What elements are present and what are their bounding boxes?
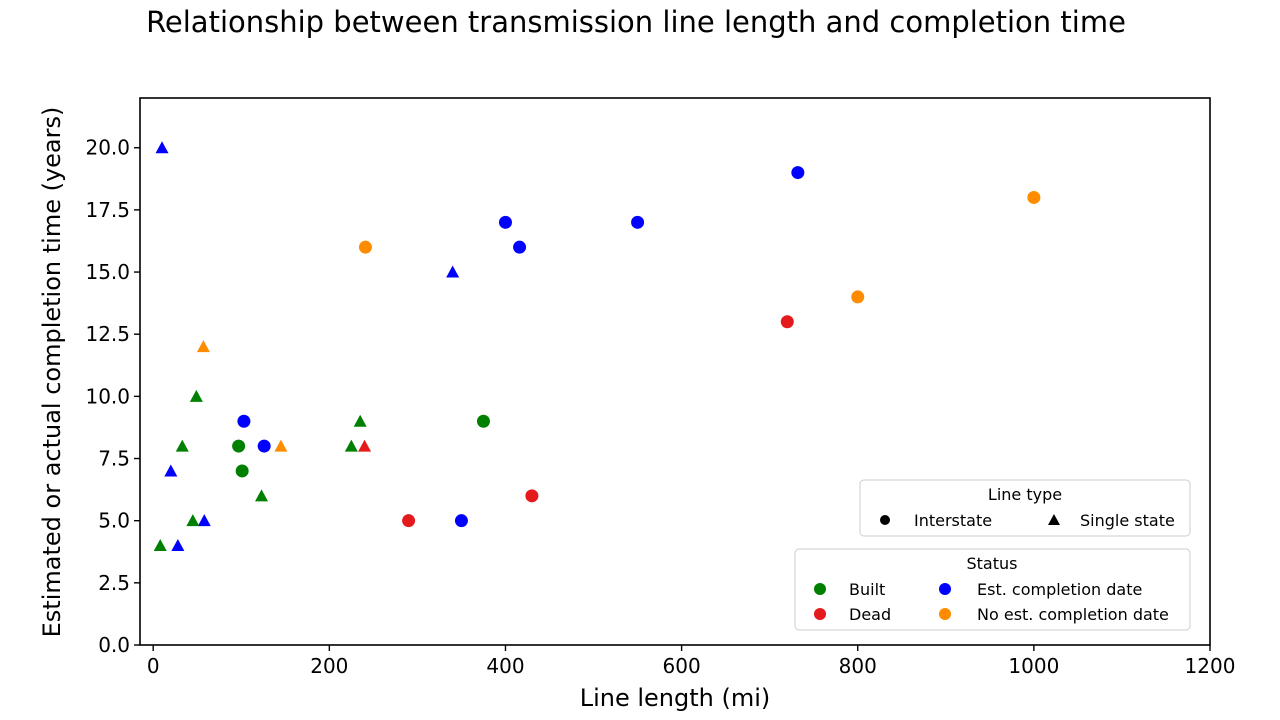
y-tick-label: 0.0 [98,633,130,657]
legend-dead-label: Dead [849,605,891,624]
data-point [476,414,490,428]
legend-single-state-marker [1048,514,1060,525]
data-point [196,340,210,353]
data-point [358,439,372,452]
data-point [197,514,211,527]
data-point [164,464,178,477]
data-point [232,439,246,453]
x-tick-label: 800 [839,654,877,678]
x-axis-label: Line length (mi) [580,684,771,712]
plot-frame [139,97,1211,646]
data-point [153,539,167,552]
data-point [446,265,460,278]
legend-interstate-label: Interstate [914,511,992,530]
data-point [353,414,367,427]
legend-interstate-marker [880,515,890,525]
data-point [186,514,200,527]
x-tick-label: 1200 [1185,654,1236,678]
x-tick-label: 600 [663,654,701,678]
data-point [525,489,539,503]
data-point [454,514,468,528]
legend-built-marker [814,583,826,595]
data-point [171,539,185,552]
x-tick-label: 1000 [1008,654,1059,678]
chart-title: Relationship between transmission line l… [146,5,1126,39]
x-tick-label: 0 [147,654,160,678]
data-point [274,439,288,452]
legend-est-completion-marker [939,583,951,595]
y-tick-label: 7.5 [98,447,130,471]
data-point [237,414,251,428]
data-point [255,489,269,502]
legend-line-type: Line type Interstate Single state [859,479,1191,537]
data-point [175,439,189,452]
data-point [780,315,794,329]
legend-single-state-label: Single state [1080,511,1175,530]
legend-line-type-box [859,479,1191,537]
y-tick-label: 5.0 [98,509,130,533]
data-point [344,439,358,452]
data-point [257,439,271,453]
data-point [1027,190,1041,204]
data-point [189,389,203,402]
y-tick-label: 20.0 [85,136,130,160]
data-point [155,141,169,154]
legend-est-completion-label: Est. completion date [977,580,1142,599]
data-point [851,290,865,304]
data-point [513,240,527,254]
y-tick-label: 2.5 [98,571,130,595]
y-tick-label: 12.5 [85,322,130,346]
legend-dead-marker [814,608,826,620]
legend-no-est-marker [939,608,951,620]
legend-built-label: Built [849,580,885,599]
y-tick-label: 15.0 [85,260,130,284]
data-point [791,166,805,180]
data-point [631,215,645,229]
data-point [402,514,416,528]
x-tick-label: 400 [486,654,524,678]
y-tick-label: 17.5 [85,198,130,222]
data-point [358,240,372,254]
legend-no-est-label: No est. completion date [977,605,1169,624]
data-points [153,141,1041,552]
x-tick-label: 200 [310,654,348,678]
legend-status: Status Built Est. completion date Dead N… [794,548,1191,631]
data-point [235,464,249,478]
legend-status-box [794,548,1191,631]
data-point [498,215,512,229]
y-tick-label: 10.0 [85,384,130,408]
axis-ticks: 0 200 400 600 800 1000 1200 0.0 2.5 5.0 7.5 10.0 12.… [85,136,1235,678]
y-axis-label: Estimated or actual completion time (yea… [38,107,66,638]
legend-line-type-title: Line type [988,485,1062,504]
legend-status-title: Status [967,554,1018,573]
